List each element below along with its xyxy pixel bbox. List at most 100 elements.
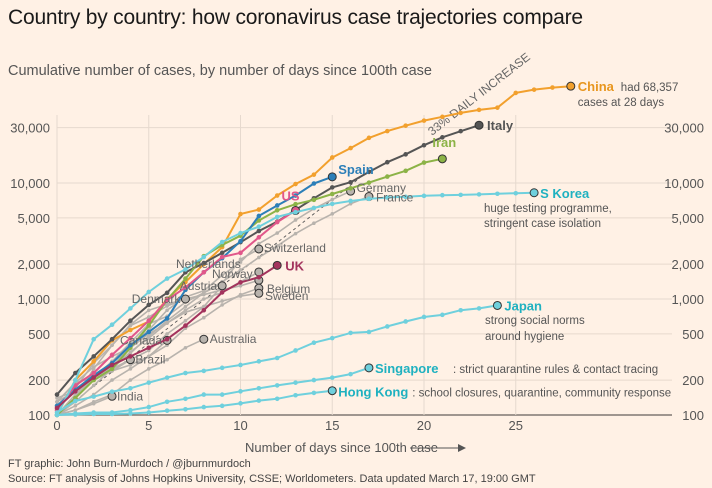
data-point-italy bbox=[458, 128, 464, 134]
data-point-iran bbox=[385, 174, 390, 179]
series-line-austria bbox=[56, 285, 223, 416]
x-tick-label: 10 bbox=[233, 418, 247, 433]
data-point-australia bbox=[128, 378, 133, 382]
series-label-iran: Iran bbox=[432, 135, 456, 150]
data-point-japan bbox=[274, 355, 280, 361]
data-point-norway bbox=[202, 292, 206, 297]
data-point-norway bbox=[146, 315, 151, 319]
data-point-italy bbox=[128, 318, 133, 324]
data-point-spain bbox=[128, 342, 133, 348]
data-point-singapore bbox=[201, 392, 207, 397]
series-label-belgium: Belgium bbox=[267, 282, 310, 296]
data-point-japan bbox=[311, 340, 317, 346]
data-point-austria bbox=[202, 304, 206, 309]
series-label-s-korea: S Korea bbox=[540, 186, 590, 201]
data-point-s-korea bbox=[440, 192, 445, 198]
data-point-sweden bbox=[220, 299, 224, 303]
data-point-hong-kong bbox=[109, 411, 115, 417]
series-label-spain: Spain bbox=[338, 162, 373, 177]
end-marker-italy bbox=[474, 120, 484, 130]
data-point-iran bbox=[311, 197, 317, 203]
data-point-iran bbox=[403, 168, 408, 174]
data-point-sweden bbox=[165, 321, 169, 325]
series-label-sweden: Sweden bbox=[265, 289, 308, 303]
series-line-india bbox=[56, 395, 113, 416]
data-point-india bbox=[73, 408, 78, 412]
data-point-japan bbox=[219, 365, 225, 371]
data-point-belgium bbox=[220, 303, 224, 307]
data-point-japan bbox=[421, 314, 427, 320]
footer-source: Source: FT analysis of Johns Hopkins Uni… bbox=[8, 473, 536, 485]
data-point-china bbox=[311, 172, 317, 177]
data-point-uk bbox=[164, 336, 170, 342]
y-tick-label-right: 5,000 bbox=[671, 211, 704, 226]
data-point-spain bbox=[164, 316, 170, 321]
data-point-us bbox=[91, 370, 96, 376]
data-point-spain bbox=[256, 213, 262, 219]
data-point-japan bbox=[403, 319, 408, 324]
data-point-us bbox=[146, 318, 152, 324]
y-tick-label-left: 30,000 bbox=[10, 121, 50, 136]
y-tick-label-right: 100 bbox=[682, 408, 704, 423]
series-label-austria: Austria bbox=[180, 279, 218, 293]
data-point-denmark bbox=[110, 343, 114, 347]
data-point-hong-kong bbox=[293, 392, 298, 398]
data-point-us bbox=[238, 250, 243, 256]
data-point-uk bbox=[183, 323, 188, 328]
data-point-germany bbox=[293, 218, 298, 222]
data-point-singapore bbox=[293, 380, 298, 385]
series-line-italy bbox=[56, 124, 480, 396]
data-point-france bbox=[312, 221, 316, 226]
series-label-china: China bbox=[578, 79, 615, 94]
data-point-italy bbox=[385, 159, 390, 165]
data-point-spain bbox=[274, 203, 280, 208]
data-point-spain bbox=[238, 238, 243, 244]
end-marker-hong-kong bbox=[327, 386, 337, 396]
y-tick-label-right: 200 bbox=[682, 373, 704, 388]
data-point-belgium bbox=[202, 315, 206, 320]
data-point-australia bbox=[183, 345, 188, 350]
data-point-s-korea bbox=[183, 267, 188, 272]
data-point-italy bbox=[403, 152, 408, 157]
data-point-austria bbox=[91, 383, 96, 388]
x-tick-label: 15 bbox=[325, 418, 339, 433]
data-point-hong-kong bbox=[219, 403, 225, 409]
data-point-france bbox=[293, 231, 298, 236]
data-point-italy bbox=[366, 169, 372, 175]
footer-credit: FT graphic: John Burn-Murdoch / @jburnmu… bbox=[8, 458, 251, 470]
y-tick-label-left: 5,000 bbox=[17, 211, 50, 226]
data-point-china bbox=[476, 107, 482, 113]
data-point-singapore bbox=[128, 407, 133, 413]
series-label-uk: UK bbox=[285, 258, 304, 273]
data-point-s-korea bbox=[109, 322, 115, 328]
data-point-italy bbox=[219, 250, 225, 256]
data-point-spain bbox=[146, 329, 152, 335]
data-point-us bbox=[128, 335, 133, 341]
data-point-singapore bbox=[329, 375, 335, 380]
data-point-singapore bbox=[164, 399, 170, 405]
data-point-spain bbox=[293, 193, 298, 198]
end-marker-iran bbox=[437, 154, 447, 164]
data-point-canada bbox=[110, 378, 114, 382]
data-point-s-korea bbox=[348, 198, 353, 204]
data-point-italy bbox=[329, 185, 335, 190]
data-point-india bbox=[91, 401, 96, 406]
x-tick-label: 5 bbox=[145, 418, 152, 433]
data-point-s-korea bbox=[421, 193, 427, 199]
data-point-italy bbox=[73, 370, 78, 376]
data-point-iran bbox=[274, 207, 280, 213]
data-point-iran bbox=[256, 218, 262, 223]
data-point-switzerland bbox=[238, 257, 243, 262]
singapore-note: : strict quarantine rules & contact trac… bbox=[453, 364, 658, 376]
data-point-s-korea bbox=[146, 289, 152, 295]
series-label-denmark: Denmark bbox=[132, 292, 182, 306]
data-point-canada bbox=[146, 354, 151, 359]
data-point-singapore bbox=[183, 396, 188, 402]
data-point-iran bbox=[366, 180, 372, 185]
data-point-us bbox=[274, 219, 280, 225]
data-point-italy bbox=[201, 260, 207, 266]
data-point-iran bbox=[146, 323, 152, 328]
s-korea-note-line1: huge testing programme, bbox=[484, 203, 612, 215]
series-line-hong-kong bbox=[56, 389, 333, 416]
series-label-italy: Italy bbox=[487, 118, 514, 133]
